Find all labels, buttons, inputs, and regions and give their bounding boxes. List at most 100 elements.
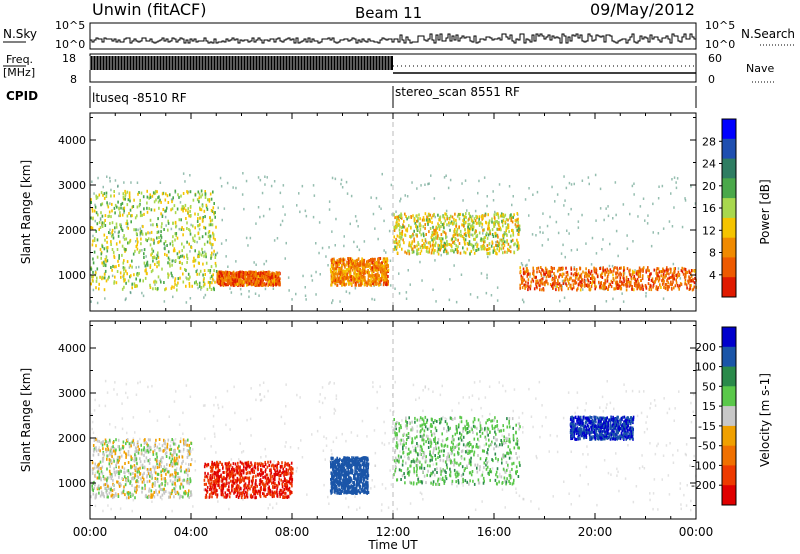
scatter-cell	[666, 271, 668, 274]
scatter-cell	[208, 223, 211, 227]
scatter-cell	[270, 273, 273, 276]
scatter-cell	[349, 271, 352, 275]
scatter-cell	[134, 285, 136, 288]
scatter-cell	[174, 468, 176, 472]
scatter-cell	[684, 282, 686, 286]
scatter-cell	[126, 222, 129, 226]
scatter-cell	[235, 280, 237, 284]
scatter-cell	[487, 227, 489, 231]
scatter-cell	[335, 265, 337, 269]
scatter-cell	[153, 490, 155, 494]
scatter-cell	[210, 223, 212, 227]
scatter-cell	[103, 260, 105, 264]
scatter-cell	[548, 269, 550, 273]
scatter-cell	[610, 279, 613, 283]
scatter-cell	[541, 279, 543, 283]
scatter-cell	[541, 288, 543, 292]
scatter-cell	[180, 218, 182, 222]
scatter-cell	[116, 248, 119, 251]
scatter-cell	[222, 271, 225, 275]
scatter-cell	[119, 451, 122, 454]
noise-line	[89, 33, 696, 44]
scatter-cell	[446, 240, 448, 243]
scatter-cell	[220, 185, 223, 188]
scatter-cell	[639, 205, 642, 208]
scatter-cell	[486, 273, 488, 277]
scatter-cell	[199, 216, 202, 220]
scatter-cell	[117, 234, 120, 238]
scatter-cell	[497, 221, 500, 225]
scatter-cell	[114, 473, 117, 477]
scatter-cell	[395, 237, 397, 241]
scatter-cell	[665, 444, 668, 447]
scatter-cell	[221, 218, 223, 222]
scatter-cell	[627, 444, 629, 447]
scatter-cell	[497, 445, 500, 448]
scatter-cell	[547, 238, 549, 241]
scatter-cell	[453, 217, 455, 221]
scatter-cell	[115, 222, 118, 226]
scatter-cell	[270, 283, 272, 287]
scatter-cell	[365, 262, 367, 266]
scatter-cell	[160, 280, 162, 284]
scatter-cell	[335, 269, 337, 273]
scatter-cell	[203, 225, 205, 229]
scatter-cell	[185, 208, 187, 212]
scatter-cell	[432, 463, 435, 466]
scatter-cell	[185, 268, 187, 272]
scatter-cell	[357, 277, 360, 281]
scatter-cell	[256, 472, 258, 475]
scatter-cell	[369, 283, 372, 287]
scatter-cell	[189, 275, 191, 279]
scatter-cell	[645, 295, 647, 298]
scatter-cell	[122, 195, 125, 199]
scatter-cell	[200, 208, 203, 212]
scatter-cell	[358, 248, 361, 252]
scatter-cell	[172, 276, 174, 279]
scatter-cell	[256, 278, 258, 282]
colorbar-swatch	[722, 178, 736, 199]
scatter-cell	[422, 225, 425, 229]
freq-left-label-2: [MHz]	[3, 66, 35, 79]
scatter-cell	[491, 217, 493, 221]
scatter-cell	[243, 275, 246, 279]
scatter-cell	[586, 277, 589, 281]
scatter-cell	[483, 247, 486, 251]
beam-title: Beam 11	[355, 4, 422, 22]
scatter-cell	[126, 214, 129, 218]
scatter-cell	[463, 237, 465, 241]
power-field	[90, 172, 697, 305]
scatter-cell	[353, 271, 355, 275]
scatter-cell	[545, 416, 547, 419]
scatter-cell	[154, 442, 157, 446]
scatter-cell	[131, 440, 134, 444]
scatter-cell	[334, 409, 337, 412]
scatter-cell	[163, 477, 165, 481]
scatter-cell	[463, 215, 466, 219]
scatter-cell	[453, 220, 455, 224]
scatter-cell	[373, 298, 376, 301]
scatter-cell	[534, 275, 536, 279]
scatter-cell	[376, 390, 378, 394]
scatter-cell	[599, 285, 601, 289]
scatter-cell	[573, 279, 575, 283]
scatter-cell	[445, 249, 448, 253]
scatter-cell	[459, 229, 462, 233]
scatter-cell	[113, 190, 115, 193]
scatter-cell	[424, 245, 427, 249]
scatter-cell	[157, 217, 159, 221]
scatter-cell	[489, 251, 491, 255]
scatter-cell	[390, 183, 393, 187]
scatter-cell	[520, 277, 523, 281]
scatter-cell	[569, 285, 572, 289]
scatter-cell	[432, 432, 435, 435]
scatter-cell	[407, 249, 409, 253]
scatter-cell	[550, 284, 553, 288]
scatter-cell	[551, 267, 554, 270]
scatter-cell	[171, 207, 174, 211]
scatter-cell	[157, 251, 159, 255]
scatter-cell	[447, 186, 450, 190]
scatter-cell	[604, 278, 606, 282]
scatter-cell	[90, 198, 92, 202]
